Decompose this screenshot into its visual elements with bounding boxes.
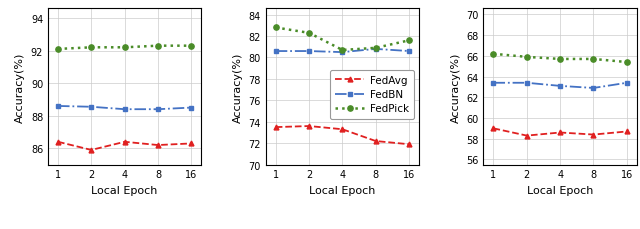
Y-axis label: Accuracy(%): Accuracy(%) [451, 52, 461, 122]
X-axis label: Local Epoch: Local Epoch [309, 185, 376, 195]
X-axis label: Local Epoch: Local Epoch [527, 185, 593, 195]
Y-axis label: Accuracy(%): Accuracy(%) [15, 52, 25, 122]
Legend: FedAvg, FedBN, FedPick: FedAvg, FedBN, FedPick [330, 71, 414, 119]
X-axis label: Local Epoch: Local Epoch [92, 185, 158, 195]
Y-axis label: Accuracy(%): Accuracy(%) [233, 52, 243, 122]
